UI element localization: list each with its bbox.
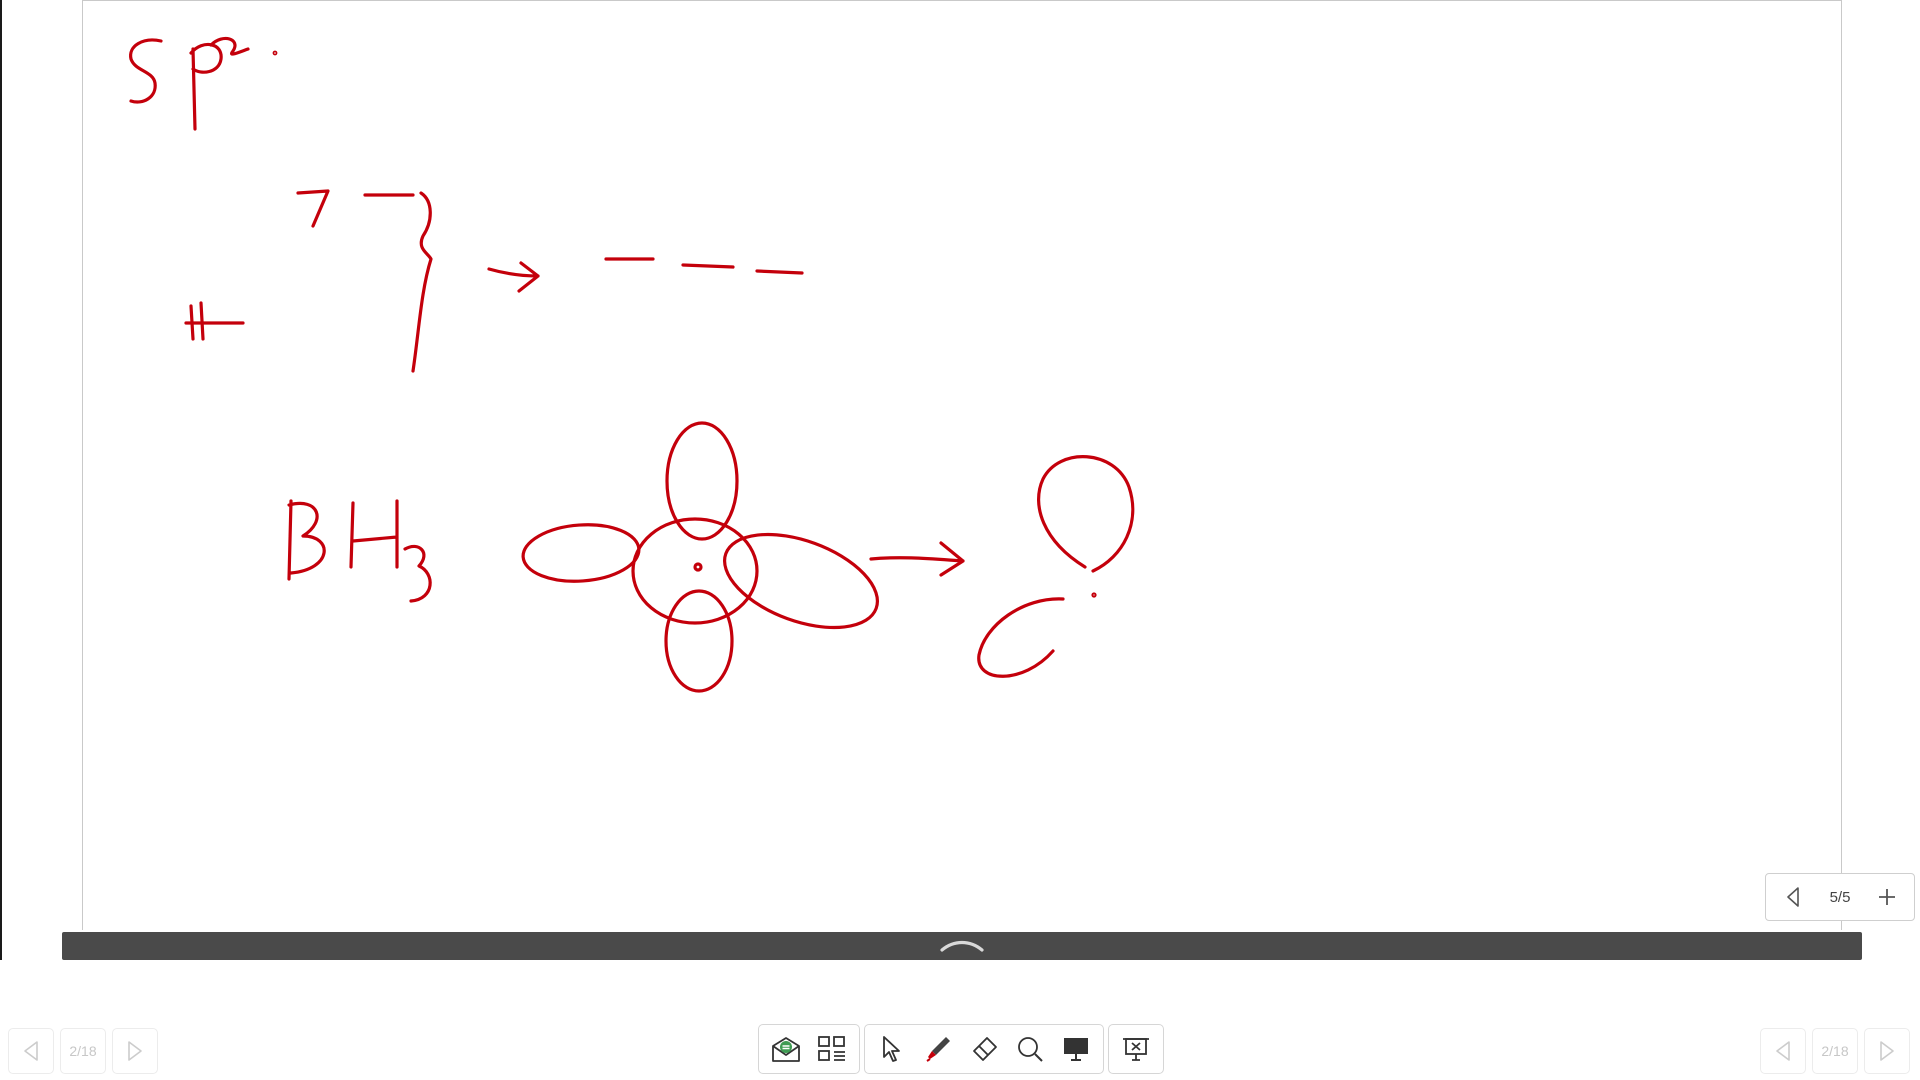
slide-nav-right: 2/18 [1760,1028,1910,1074]
slide-nav-left: 2/18 [8,1028,158,1074]
whiteboard-button[interactable] [1053,1027,1099,1071]
triangle-right-icon [128,1041,142,1061]
exit-presentation-button[interactable] [1113,1027,1159,1071]
triangle-right-icon [1880,1041,1894,1061]
ink-dot-b [1091,592,1097,598]
zoom-icon [1018,1037,1043,1062]
mail-icon [772,1037,800,1062]
triangle-left-icon [1787,887,1799,907]
ink-bottom-lobe [664,589,734,693]
ink-nucleus [693,562,703,572]
page-counter: 5/5 [1829,888,1851,906]
ink-dash-d [755,269,804,275]
grid-button[interactable] [809,1027,855,1071]
grid-icon [818,1036,845,1061]
ink-drawing [129,36,1135,693]
ink-central-orbital [631,517,759,625]
eraser-icon [973,1037,997,1061]
tool-group-draw [864,1024,1104,1074]
collapse-bar[interactable] [62,932,1862,960]
ink-right-lobe [722,532,880,630]
ink-dot [272,50,278,56]
ink-p-letter [189,42,223,131]
triangle-left-icon [24,1041,38,1061]
chevron-up-icon [940,940,984,952]
whiteboard-icon [1064,1038,1088,1061]
slide-counter: 2/18 [1812,1028,1858,1074]
window-edge [0,0,2,1080]
eraser-button[interactable] [961,1027,1007,1071]
tool-group-media [758,1024,860,1074]
ink-b-letter [287,499,326,581]
ink-s-letter [129,38,163,104]
ink-lower-lobe [977,597,1065,678]
ink-left-lobe [521,523,641,583]
ink-dash-c [681,263,735,269]
tool-group-exit [1108,1024,1164,1074]
ink-h-letter [349,499,399,569]
ink-superscript [209,36,250,56]
pointer-icon [883,1036,900,1062]
ink-subscript [403,544,432,603]
next-slide-button[interactable] [1864,1028,1910,1074]
ink-top-lobe [665,421,739,541]
ink-brace [411,191,433,373]
plus-icon [1878,889,1895,905]
zoom-button[interactable] [1007,1027,1053,1071]
ink-hash [184,301,245,341]
add-page-button[interactable] [1874,884,1900,910]
ink-seven [296,189,330,228]
ink-arrow-b [869,541,965,577]
prev-slide-button[interactable] [8,1028,54,1074]
whiteboard-canvas[interactable]: 5/5 [82,0,1915,930]
next-slide-button[interactable] [112,1028,158,1074]
bottom-toolbar [758,1024,1164,1074]
mail-button[interactable] [763,1027,809,1071]
pen-button[interactable] [915,1027,961,1071]
pointer-button[interactable] [869,1027,915,1071]
slide-counter: 2/18 [60,1028,106,1074]
ink-upper-lobe [1037,455,1135,573]
prev-slide-button[interactable] [1760,1028,1806,1074]
page-navigator: 5/5 [1765,873,1915,921]
pen-icon [926,1037,950,1062]
exit-presentation-icon [1123,1038,1149,1061]
prev-page-button[interactable] [1780,884,1806,910]
ink-arrow-a [487,261,540,293]
triangle-left-icon [1776,1041,1790,1061]
